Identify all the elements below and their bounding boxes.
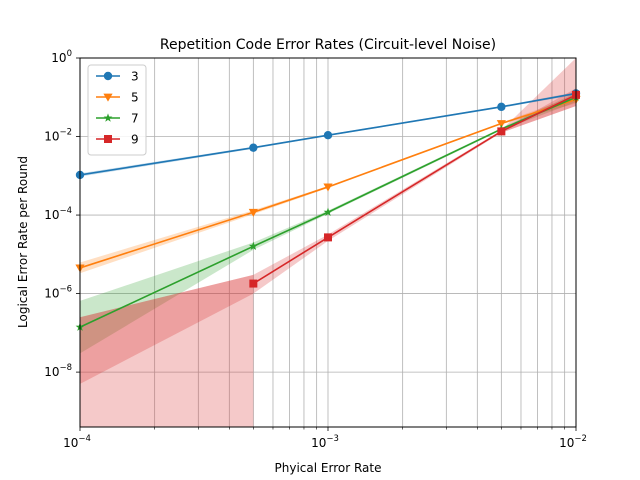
point-series-5 (496, 120, 506, 129)
y-tick-label: 10−2 (44, 128, 72, 144)
legend-marker (103, 71, 113, 81)
legend-box (87, 64, 147, 156)
series-markers (75, 89, 581, 331)
y-tick-label: 100 (51, 49, 72, 65)
point-series-9 (249, 279, 258, 288)
legend-label: 7 (131, 112, 139, 126)
line-series-9 (252, 94, 577, 285)
legend-label: 9 (131, 133, 139, 147)
legend-marker (103, 93, 113, 102)
point-series-3 (249, 143, 258, 152)
y-axis-label: Logical Error Rate per Round (16, 156, 30, 328)
point-series-3 (497, 102, 506, 112)
point-series-5 (248, 208, 258, 217)
point-series-3 (323, 131, 333, 140)
point-series-7 (323, 207, 333, 216)
band-series-9 (501, 58, 576, 133)
y-tick-label: 10−6 (44, 285, 72, 301)
legend-label: 5 (131, 91, 139, 105)
point-series-7 (248, 241, 258, 251)
y-tick-label: 10−4 (44, 206, 72, 222)
point-series-9 (497, 127, 506, 136)
point-series-9 (324, 233, 332, 242)
band-series-9 (253, 88, 577, 294)
legend-label: 3 (131, 70, 139, 84)
legend-marker (103, 113, 113, 122)
chart-title: Repetition Code Error Rates (Circuit-lev… (160, 37, 496, 53)
legend-marker (104, 135, 112, 143)
y-tick-label: 10−8 (44, 363, 72, 379)
legend: 3 5 7 9 (87, 64, 147, 156)
y-axis-ticks: 10−8 10−6 10−4 10−2 100 (44, 49, 80, 379)
band-series-9 (80, 274, 254, 384)
x-axis-label: Phyical Error Rate (275, 461, 382, 475)
point-series-5 (323, 183, 333, 192)
band-series-9 (80, 274, 254, 427)
